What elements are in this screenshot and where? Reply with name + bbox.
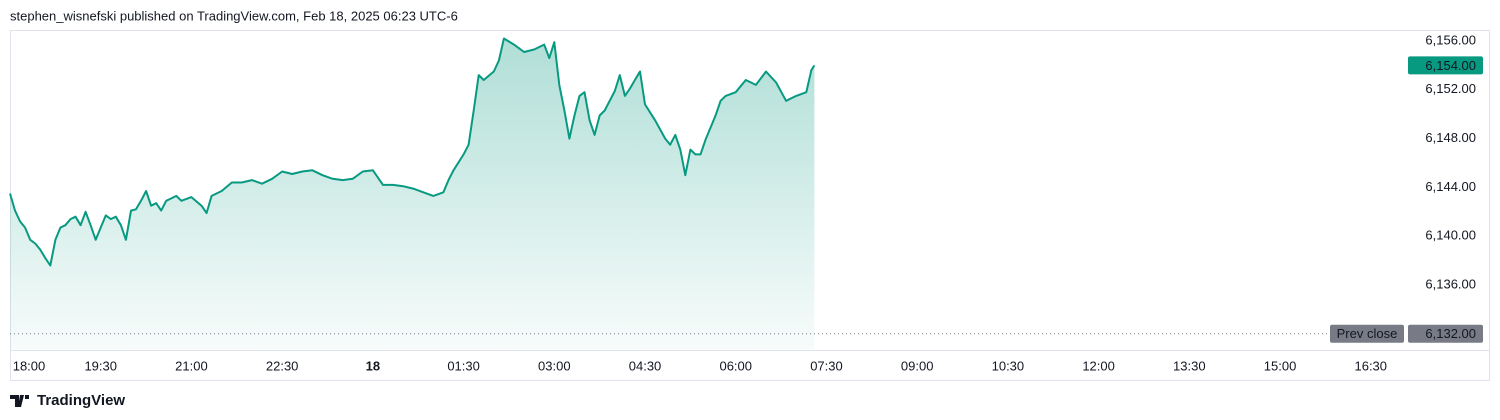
y-tick-label: 6,148.00 xyxy=(1425,130,1476,145)
y-tick-label: 6,152.00 xyxy=(1425,81,1476,96)
x-tick-label: 18:00 xyxy=(13,358,46,373)
x-tick-label: 09:00 xyxy=(901,358,934,373)
area-fill xyxy=(10,38,815,350)
prev-close-name-box xyxy=(1330,324,1404,343)
x-tick-label: 19:30 xyxy=(84,358,117,373)
footer-brand: TradingView xyxy=(37,392,125,409)
x-tick-label: 22:30 xyxy=(266,358,299,373)
x-tick-label: 18 xyxy=(366,358,380,373)
x-tick-label: 04:30 xyxy=(629,358,662,373)
x-tick-label: 13:30 xyxy=(1173,358,1206,373)
last-price-box xyxy=(1408,56,1483,75)
x-tick-label: 15:00 xyxy=(1264,358,1297,373)
price-line xyxy=(9,37,816,267)
header: stephen_wisnefski published on TradingVi… xyxy=(10,8,458,23)
x-tick-label: 12:00 xyxy=(1082,358,1115,373)
x-tick-label: 21:00 xyxy=(175,358,208,373)
x-tick-label: 10:30 xyxy=(992,358,1025,373)
y-tick-label: 6,136.00 xyxy=(1425,276,1476,291)
x-tick-label: 06:00 xyxy=(719,358,752,373)
last-price-label: 6,154.00 xyxy=(1425,58,1476,73)
logo xyxy=(10,395,29,407)
x-tick-label: 01:30 xyxy=(447,358,480,373)
x-tick-label: 16:30 xyxy=(1354,358,1387,373)
prev-close-name: Prev close xyxy=(1337,326,1398,341)
y-tick-label: 6,144.00 xyxy=(1425,179,1476,194)
prev-close-label: 6,132.00 xyxy=(1425,326,1476,341)
prev-close-box xyxy=(1408,324,1483,343)
y-tick-label: 6,140.00 xyxy=(1425,228,1476,243)
x-tick-label: 07:30 xyxy=(810,358,843,373)
y-tick-label: 6,156.00 xyxy=(1425,32,1476,47)
x-tick-label: 03:00 xyxy=(538,358,571,373)
